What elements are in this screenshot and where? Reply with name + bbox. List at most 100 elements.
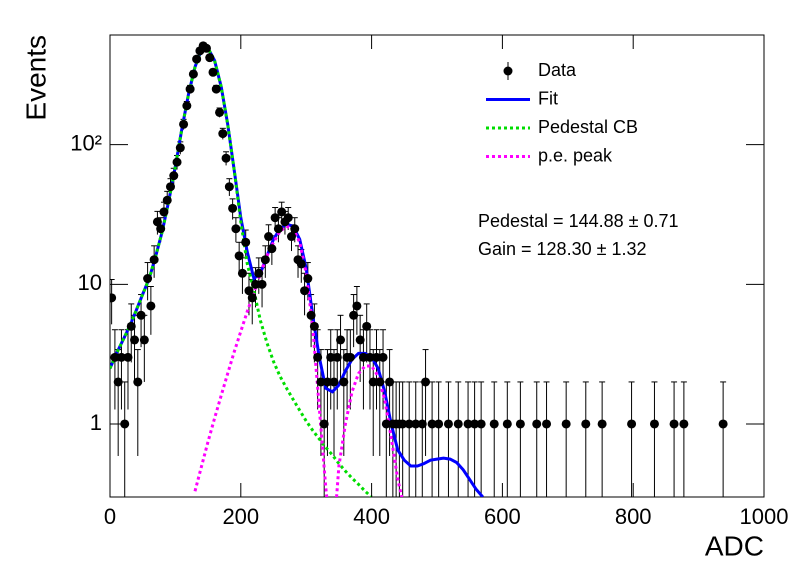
data-point [116, 352, 126, 362]
annotation: Pedestal = 144.88 ± 0.71 [478, 211, 679, 231]
data-point [316, 377, 326, 387]
data-point [718, 419, 728, 429]
data-point [322, 377, 332, 387]
data-point [417, 419, 427, 429]
data-point [368, 377, 378, 387]
data-point [286, 232, 296, 242]
data-point [463, 419, 473, 429]
data-point [381, 419, 391, 429]
data-point [205, 53, 215, 63]
data-point [149, 255, 159, 265]
data-point [188, 69, 198, 79]
data-point [319, 419, 329, 429]
data-point [283, 213, 293, 223]
data-point [146, 301, 156, 311]
data-point [179, 119, 189, 129]
data-point [257, 279, 267, 289]
data-point [273, 224, 283, 234]
data-point [443, 419, 453, 429]
plot-area [110, 41, 728, 497]
data-point [385, 377, 395, 387]
data-point [251, 279, 261, 289]
data-point [234, 251, 244, 261]
data-point [303, 274, 313, 284]
legend-label: Data [538, 60, 577, 80]
data-point [264, 232, 274, 242]
data-point [215, 107, 225, 117]
x-axis-label: ADC [705, 530, 764, 561]
data-point [208, 67, 218, 77]
data-point [375, 377, 385, 387]
data-point [355, 335, 365, 345]
data-point [130, 335, 140, 345]
data-point [110, 352, 120, 362]
data-point [254, 268, 264, 278]
data-point [139, 335, 149, 345]
data-point [372, 352, 382, 362]
y-tick-label: 10 [78, 270, 102, 295]
data-point [313, 352, 323, 362]
plot-frame [109, 34, 765, 498]
data-point [597, 419, 607, 429]
data-point [218, 129, 228, 139]
legend-marker [503, 66, 513, 76]
data-point [228, 203, 238, 213]
annotation: Gain = 128.30 ± 1.32 [478, 239, 647, 259]
data-point [627, 419, 637, 429]
data-point [352, 301, 362, 311]
data-point [221, 153, 231, 163]
data-point [182, 101, 192, 111]
data-point [237, 268, 247, 278]
data-point [267, 244, 277, 254]
data-point [175, 143, 185, 153]
data-point [542, 419, 552, 429]
data-point [378, 352, 388, 362]
data-point [453, 419, 463, 429]
data-point [345, 352, 355, 362]
data-point [398, 419, 408, 429]
data-point [326, 352, 336, 362]
data-point [329, 377, 339, 387]
data-point [411, 419, 421, 429]
data-point [260, 255, 270, 265]
data-point [123, 352, 133, 362]
data-point [162, 195, 172, 205]
legend-label: Fit [538, 88, 558, 108]
data-point [581, 419, 591, 429]
data-point [165, 182, 175, 192]
data-point [515, 419, 525, 429]
data-point [476, 419, 486, 429]
data-point [290, 224, 300, 234]
data-point [404, 419, 414, 429]
data-point [110, 293, 117, 303]
x-tick-label: 200 [222, 504, 259, 529]
legend-label: Pedestal CB [538, 117, 638, 137]
data-point [143, 274, 153, 284]
data-point [172, 157, 182, 167]
data-point [669, 419, 679, 429]
data-point [277, 207, 287, 217]
x-tick-label: 800 [615, 504, 652, 529]
data-point [358, 352, 368, 362]
y-tick-label: 10² [70, 130, 102, 155]
data-point [502, 419, 512, 429]
data-point [561, 419, 571, 429]
data-point [156, 224, 166, 234]
data-point [244, 286, 254, 296]
data-point [470, 419, 480, 429]
data-point [332, 352, 342, 362]
data-point [241, 237, 251, 247]
data-point [421, 377, 431, 387]
x-tick-label: 0 [104, 504, 116, 529]
data-point [136, 310, 146, 320]
x-tick-label: 600 [484, 504, 521, 529]
data-point [336, 335, 346, 345]
data-point [185, 84, 195, 94]
data-point [192, 54, 202, 64]
data-point [339, 377, 349, 387]
fit-curve [193, 224, 404, 497]
data-point [427, 419, 437, 429]
data-point [532, 419, 542, 429]
data-point [434, 419, 444, 429]
